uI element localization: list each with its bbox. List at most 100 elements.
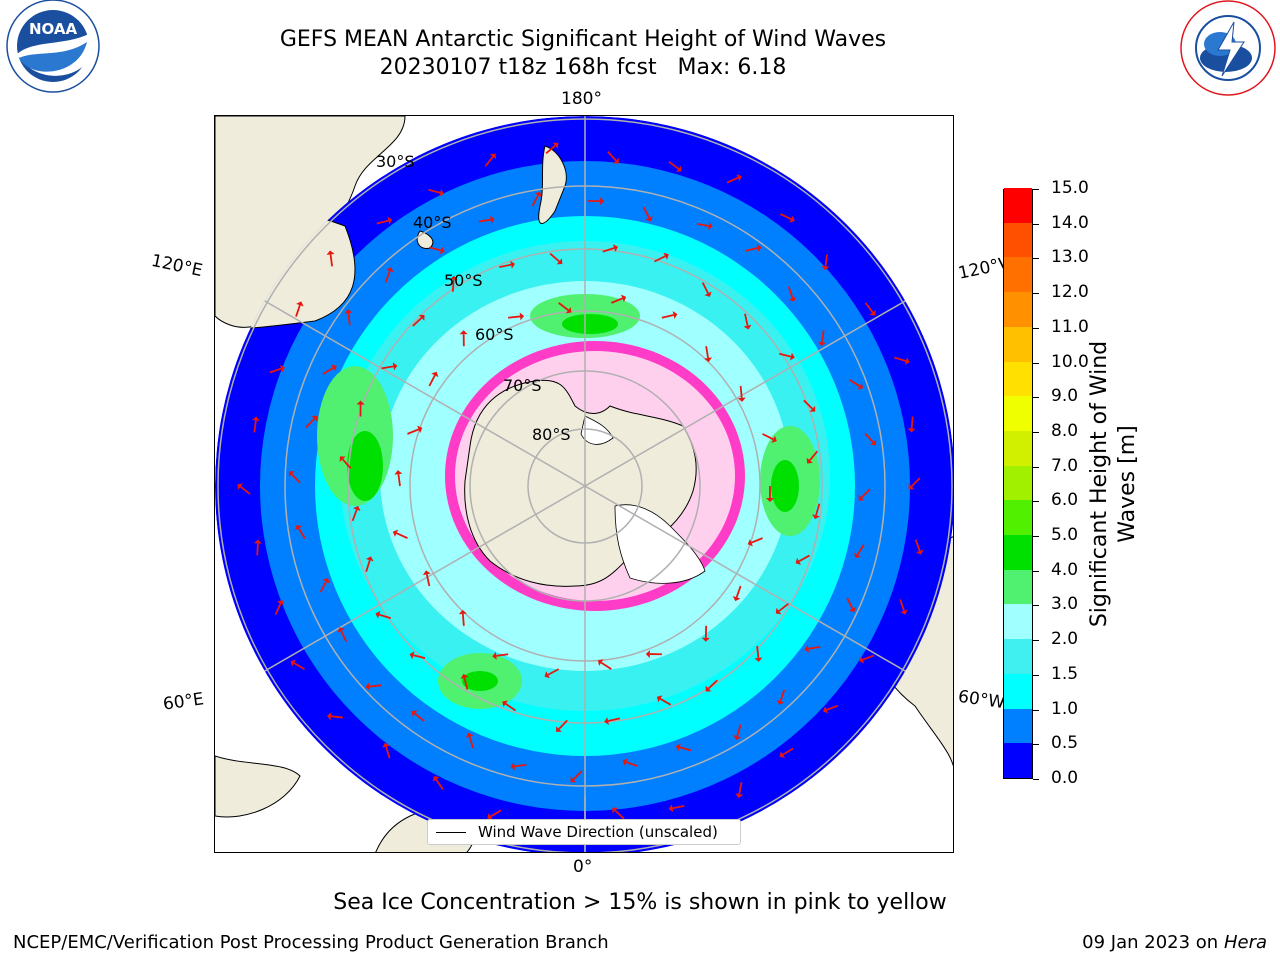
wave-arrow-head — [544, 671, 550, 679]
wave-arrow-head — [704, 291, 712, 297]
wave-arrow-head — [556, 726, 562, 732]
colorbar-segment — [1004, 638, 1032, 674]
colorbar-tick-label: 4.0 — [1033, 560, 1078, 580]
wave-arrow — [413, 654, 426, 660]
wave-arrow — [864, 432, 874, 443]
wave-arrow-head — [645, 215, 653, 222]
colorbar-tick-label: 1.5 — [1033, 664, 1078, 684]
wave-arrow-head — [556, 258, 563, 265]
wave-arrow-head — [821, 265, 830, 271]
wave-arrow-head — [743, 324, 752, 330]
wave-arrow-head — [708, 222, 713, 230]
wave-arrow — [779, 352, 792, 358]
wave-arrow — [329, 254, 333, 267]
wave-arrow-head — [612, 807, 618, 814]
map-panel — [214, 115, 954, 853]
wave-arrow-head — [904, 357, 910, 365]
colorbar-tick-label: 11.0 — [1033, 317, 1089, 337]
colorbar-tick-label: 8.0 — [1033, 421, 1078, 441]
wave-arrow — [514, 764, 527, 768]
wave-arrow-head — [253, 539, 262, 544]
wave-arrow — [381, 365, 394, 370]
wave-arrow-head — [809, 405, 816, 412]
wave-arrow — [739, 385, 743, 399]
wave-arrow-head — [356, 400, 365, 405]
wave-arrow-head — [676, 165, 682, 173]
wave-arrow-head — [290, 659, 297, 667]
wave-arrow-head — [449, 275, 458, 281]
wave-arrow-head — [854, 552, 861, 559]
wave-arrow — [412, 317, 423, 327]
wave-arrow — [545, 144, 556, 154]
svg-text:NOAA: NOAA — [29, 20, 78, 38]
wave-arrow-head — [237, 483, 244, 490]
wave-arrow — [558, 719, 568, 730]
wave-arrow-head — [776, 699, 785, 705]
wave-arrow-head — [859, 655, 865, 664]
wave-arrow — [396, 532, 408, 539]
wave-arrow-head — [812, 514, 820, 520]
wave-arrow-head — [288, 471, 295, 477]
wave-arrow — [531, 194, 539, 207]
colorbar-tick-label: 13.0 — [1033, 247, 1089, 267]
wave-arrow — [295, 304, 301, 317]
wave-arrow — [602, 247, 615, 253]
wave-arrow — [435, 778, 444, 790]
wave-arrow — [815, 503, 821, 516]
wave-arrow-head — [411, 710, 418, 717]
wave-arrow-head — [375, 610, 381, 619]
lat-label-40s: 40°S — [413, 213, 452, 232]
legend-label: Wind Wave Direction (unscaled) — [478, 823, 718, 841]
lon-label-60e: 60°E — [161, 689, 206, 715]
colorbar-segment — [1004, 603, 1032, 640]
legend-line-icon — [436, 832, 466, 833]
wave-arrow-head — [735, 793, 744, 798]
wave-arrow — [407, 428, 419, 435]
wave-arrow — [668, 160, 680, 170]
colorbar-tick-label: 0.0 — [1033, 768, 1078, 788]
wave-arrow — [558, 302, 569, 311]
wave-arrow-head — [754, 657, 763, 662]
wave-arrow — [849, 379, 861, 387]
wave-arrow — [376, 219, 389, 225]
wave-arrow — [478, 218, 491, 223]
wave-arrow-head — [344, 309, 353, 314]
wave-arrow — [274, 603, 282, 615]
wave-arrow-head — [733, 734, 742, 740]
wave-arrow — [661, 314, 674, 319]
graticule — [215, 116, 953, 852]
wave-arrow — [787, 286, 794, 299]
wave-arrow — [751, 537, 763, 544]
wave-arrow — [293, 662, 305, 670]
wave-arrow-head — [766, 498, 774, 502]
wave-arrow — [341, 458, 352, 469]
wave-arrow — [305, 418, 316, 428]
wave-arrow — [899, 599, 905, 612]
lat-label-50s: 50°S — [444, 271, 483, 290]
wave-arrow — [762, 433, 774, 441]
colorbar-segment — [1004, 569, 1032, 605]
polar-map — [215, 116, 953, 852]
wave-arrow-head — [870, 439, 877, 446]
wave-arrow-head — [331, 364, 337, 372]
wave-arrow-head — [771, 435, 777, 443]
wave-arrow-head — [858, 494, 865, 501]
wave-arrow-head — [552, 142, 559, 149]
wave-arrow-head — [656, 695, 663, 703]
wave-arrow-head — [818, 341, 826, 347]
wave-arrow-head — [570, 776, 577, 783]
wave-arrow — [549, 252, 560, 263]
wave-arrow — [826, 704, 839, 711]
wave-arrow — [864, 302, 874, 313]
wave-arrow-head — [465, 732, 474, 738]
footer-date: 09 Jan 2023 on Hera — [1082, 932, 1267, 953]
wave-arrow-head — [337, 627, 345, 633]
nws-logo — [1178, 0, 1278, 104]
colorbar-tick-label: 14.0 — [1033, 213, 1089, 233]
wave-arrow — [253, 420, 257, 433]
wave-arrow-head — [502, 700, 508, 708]
colorbar-label: Significant Height of Wind Waves [m] — [1086, 341, 1142, 627]
wave-arrow — [484, 156, 494, 167]
wave-arrow — [780, 213, 792, 221]
wave-arrow-head — [613, 157, 619, 164]
